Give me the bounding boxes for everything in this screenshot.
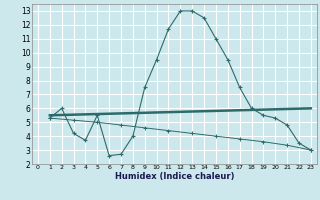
X-axis label: Humidex (Indice chaleur): Humidex (Indice chaleur) bbox=[115, 172, 234, 181]
